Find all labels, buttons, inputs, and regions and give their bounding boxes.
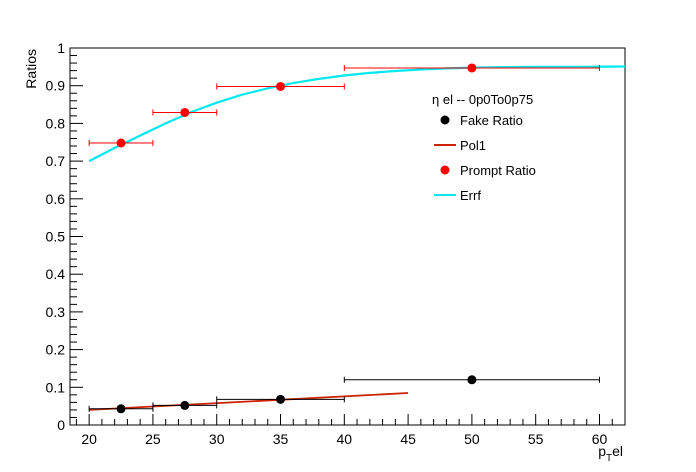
y-tick-label: 0.7 xyxy=(46,153,66,169)
prompt-ratio-point xyxy=(180,107,190,117)
legend-label-prompt-ratio: Prompt Ratio xyxy=(460,163,536,178)
y-tick-label: 0.9 xyxy=(46,78,66,94)
x-tick-label: 35 xyxy=(273,431,289,447)
x-tick-label: 20 xyxy=(81,431,97,447)
prompt-ratio-point xyxy=(276,81,286,91)
y-tick-label: 0.2 xyxy=(46,342,66,358)
x-tick-label: 30 xyxy=(209,431,225,447)
y-tick-label: 0.6 xyxy=(46,191,66,207)
prompt-ratio-point xyxy=(467,63,477,73)
legend-header: η el -- 0p0To0p75 xyxy=(432,92,533,107)
legend-marker-prompt-ratio xyxy=(440,165,450,175)
y-axis-label: Ratios xyxy=(23,49,39,89)
x-tick-label: 50 xyxy=(464,431,480,447)
x-tick-label: 40 xyxy=(337,431,353,447)
series-layer xyxy=(88,63,626,414)
legend: η el -- 0p0To0p75 Fake Ratio Pol1 Prompt R… xyxy=(432,92,536,203)
y-tick-label: 0.5 xyxy=(46,229,66,245)
y-tick-label: 0.1 xyxy=(46,379,66,395)
x-tick-label: 60 xyxy=(592,431,608,447)
x-tick-label: 45 xyxy=(400,431,416,447)
y-tick-label: 0 xyxy=(57,417,65,433)
x-axis-label-subscript: T xyxy=(606,453,612,464)
y-axis: 0 0.1 0.2 0.3 0.4 0.5 0.6 0.7 0.8 0.9 1 xyxy=(46,40,83,433)
y-tick-label: 0.4 xyxy=(46,266,66,282)
legend-label-fake-ratio: Fake Ratio xyxy=(460,113,523,128)
fake-ratio-point xyxy=(180,400,190,410)
fake-ratio-point xyxy=(467,375,477,385)
prompt-ratio-point xyxy=(116,138,126,148)
fake-ratio-point xyxy=(276,394,286,404)
x-axis-label-prefix: p xyxy=(598,443,606,459)
legend-label-errf: Errf xyxy=(460,188,481,203)
x-tick-label: 55 xyxy=(528,431,544,447)
y-tick-label: 0.8 xyxy=(46,115,66,131)
pol1-line xyxy=(89,392,409,411)
x-axis-label: pTel xyxy=(598,443,623,464)
legend-marker-fake-ratio xyxy=(440,115,450,125)
legend-label-pol1: Pol1 xyxy=(460,138,486,153)
y-tick-label: 0.3 xyxy=(46,304,66,320)
plot-frame xyxy=(69,47,626,426)
y-tick-label: 1 xyxy=(57,40,65,56)
fake-ratio-point xyxy=(116,404,126,414)
x-axis-label-text: el xyxy=(612,443,623,459)
errf-line xyxy=(88,65,626,163)
x-tick-label: 25 xyxy=(145,431,161,447)
x-axis: 20 25 30 35 40 45 50 55 60 xyxy=(75,414,626,447)
